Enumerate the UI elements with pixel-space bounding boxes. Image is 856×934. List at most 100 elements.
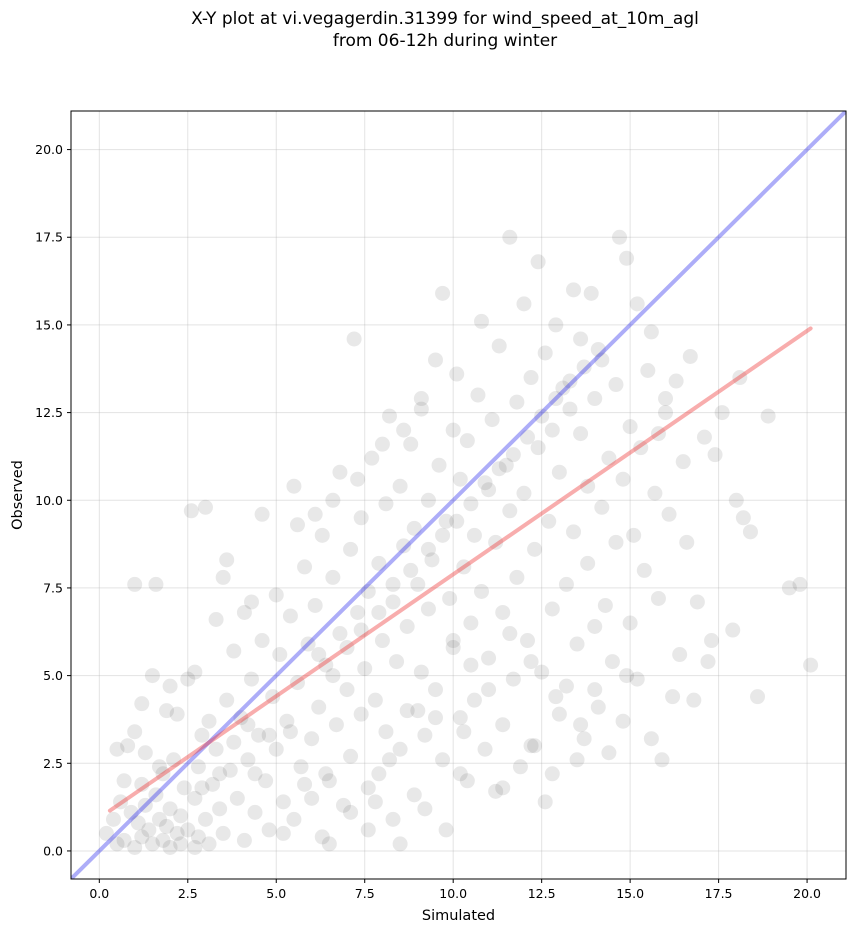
data-point [477,741,493,757]
data-point [318,657,334,673]
data-point [399,619,415,635]
data-point [474,583,490,599]
data-point [558,576,574,592]
data-point [427,710,443,726]
data-point [374,436,390,452]
y-tick-label: 17.5 [35,230,63,245]
data-point [137,797,153,813]
data-point [463,496,479,512]
data-point [658,405,674,421]
data-point [162,678,178,694]
data-point [410,703,426,719]
data-point [537,345,553,361]
data-point [219,552,235,568]
data-point [420,541,436,557]
data-point [612,229,628,245]
x-tick-label: 20.0 [793,886,821,901]
data-point [364,450,380,466]
x-axis-label: Simulated [422,908,495,924]
data-point [406,520,422,536]
data-point [442,590,458,606]
data-point [98,825,114,841]
data-point [261,727,277,743]
data-point [587,682,603,698]
data-point [456,724,472,740]
data-point [750,689,766,705]
data-point [254,633,270,649]
data-point [155,832,171,848]
data-point [495,780,511,796]
data-point [781,580,797,596]
data-point [399,703,415,719]
data-point [491,461,507,477]
data-point [704,633,720,649]
data-point [597,597,613,613]
data-point [236,604,252,620]
data-point [516,296,532,312]
data-point [463,615,479,631]
data-point [654,752,670,768]
data-point [109,836,125,852]
data-point [548,391,564,407]
data-point [392,741,408,757]
data-point [385,811,401,827]
data-point [590,341,606,357]
data-point [378,496,394,512]
data-point [520,633,536,649]
data-point [268,741,284,757]
data-point [297,559,313,575]
data-point [456,559,472,575]
data-point [566,282,582,298]
data-point [343,748,359,764]
data-point [350,604,366,620]
data-point [162,839,178,855]
data-point [803,657,819,673]
data-point [371,766,387,782]
data-point [431,457,447,473]
data-point [424,552,440,568]
data-point [435,285,451,301]
data-point [113,794,129,810]
data-point [392,836,408,852]
data-point [190,759,206,775]
data-point [619,668,635,684]
data-point [427,682,443,698]
data-point [449,513,465,529]
data-point [197,811,213,827]
data-point [551,706,567,722]
data-point [527,738,543,754]
data-point [640,363,656,379]
data-point [760,408,776,424]
data-point [435,752,451,768]
data-point [413,401,429,417]
data-point [604,654,620,670]
data-point [661,506,677,522]
data-point [484,412,500,428]
data-point [523,370,539,386]
data-point [261,822,277,838]
data-point [505,671,521,687]
data-point [187,790,203,806]
data-point [130,815,146,831]
data-point [580,555,596,571]
chart-title-line-2: from 06-12h during winter [332,31,558,51]
data-point [587,619,603,635]
data-point [516,485,532,501]
data-point [629,671,645,687]
data-point [226,734,242,750]
data-point [194,780,210,796]
data-point [590,699,606,715]
y-tick-label: 2.5 [43,756,63,771]
data-point [445,633,461,649]
data-point [357,661,373,677]
data-point [307,506,323,522]
data-point [197,499,213,515]
data-point [159,818,175,834]
data-point [626,527,642,543]
data-point [551,464,567,480]
data-point [279,713,295,729]
data-point [548,317,564,333]
data-point [477,475,493,491]
data-point [297,776,313,792]
